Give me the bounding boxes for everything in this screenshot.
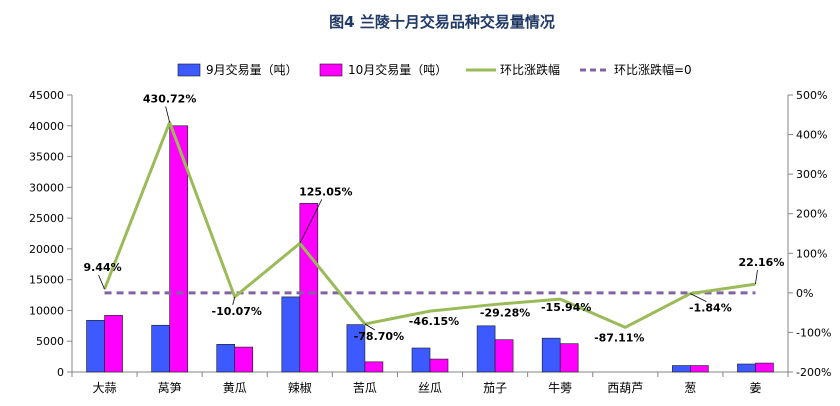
- legend-label: 环比涨跌幅=0: [614, 62, 692, 77]
- right-tick-label: 300%: [796, 168, 827, 181]
- data-label-leader: [232, 296, 236, 305]
- category-label: 葱: [684, 381, 696, 395]
- bars: [86, 125, 774, 373]
- left-tick-label: 25000: [29, 212, 64, 225]
- category-label: 黄瓜: [223, 381, 247, 395]
- right-tick-label: 500%: [796, 89, 827, 102]
- category-label: 莴笋: [158, 380, 182, 395]
- bar: [429, 358, 449, 373]
- category-labels: 大蒜 莴笋 黄瓜 辣椒 苦瓜 丝瓜 茄子 牛蒡 西葫芦 葱 姜: [71, 372, 789, 395]
- data-label-leader: [98, 274, 105, 290]
- data-label: 430.72%: [143, 92, 196, 105]
- bar: [86, 319, 105, 373]
- left-tick-label: 35000: [29, 151, 64, 164]
- bar: [476, 325, 496, 373]
- bar: [346, 324, 366, 373]
- data-label: -78.70%: [354, 330, 404, 343]
- left-tick-label: 5000: [36, 335, 64, 348]
- legend-label: 10月交易量（吨）: [348, 62, 447, 77]
- bar: [104, 315, 123, 373]
- bar: [494, 339, 514, 373]
- legend-label: 9月交易量（吨）: [206, 62, 298, 77]
- left-tick-label: 40000: [29, 120, 64, 133]
- data-label: -10.07%: [212, 305, 262, 318]
- data-label-leader: [364, 323, 376, 331]
- right-tick-label: -100%: [796, 326, 831, 339]
- category-label: 西葫芦: [607, 381, 643, 395]
- right-tick-label: 0%: [796, 287, 813, 300]
- lines: [103, 120, 756, 329]
- right-tick-label: 100%: [796, 247, 827, 260]
- data-label: -46.15%: [409, 315, 459, 328]
- category-label: 丝瓜: [418, 381, 442, 395]
- bar: [541, 337, 561, 373]
- left-tick-label: 20000: [29, 243, 64, 256]
- right-axis: -200% -100% 0% 100% 200% 300% 400% 500%: [787, 89, 831, 379]
- bar: [216, 343, 236, 373]
- bar: [672, 365, 691, 373]
- chart-title: 图4 兰陵十月交易品种交易量情况: [329, 13, 555, 31]
- data-labels: 9.44% 430.72% -10.07% 125.05% -78.70% -46.15%…: [83, 92, 784, 344]
- change-line: [103, 120, 756, 329]
- bar: [411, 347, 431, 373]
- data-label-leader: [299, 199, 323, 244]
- data-label-leader: [690, 293, 707, 302]
- left-tick-label: 45000: [29, 89, 64, 102]
- data-label: -15.94%: [541, 301, 591, 314]
- data-label: 22.16%: [739, 256, 785, 269]
- legend: 9月交易量（吨） 10月交易量（吨） 环比涨跌幅 环比涨跌幅=0: [177, 62, 692, 77]
- legend-label: 环比涨跌幅: [500, 62, 560, 77]
- data-label: -87.11%: [594, 331, 644, 344]
- data-label: -1.84%: [689, 302, 732, 315]
- data-label: 125.05%: [299, 185, 352, 198]
- left-tick-label: 10000: [29, 304, 64, 317]
- bar: [299, 203, 319, 373]
- category-label: 茄子: [483, 381, 507, 395]
- category-label: 苦瓜: [353, 381, 377, 395]
- legend-swatch: [177, 63, 201, 77]
- bar: [234, 346, 254, 373]
- left-tick-label: 30000: [29, 181, 64, 194]
- category-label: 牛蒡: [548, 380, 572, 395]
- right-tick-label: -200%: [796, 366, 831, 379]
- data-label-leader: [755, 270, 758, 285]
- category-label: 大蒜: [93, 381, 117, 395]
- bar: [364, 361, 384, 373]
- bar: [755, 362, 774, 373]
- right-tick-label: 200%: [796, 208, 827, 221]
- left-tick-label: 15000: [29, 274, 64, 287]
- legend-swatch: [319, 63, 343, 77]
- data-label: 9.44%: [83, 261, 121, 274]
- bar: [559, 343, 579, 373]
- bar: [151, 324, 170, 373]
- left-axis: 0 5000 10000 15000 20000 25000 30000 35000 40000…: [29, 89, 788, 379]
- right-tick-label: 400%: [796, 129, 827, 142]
- data-label-leader: [165, 106, 171, 123]
- data-label: -29.28%: [480, 306, 530, 319]
- bar: [690, 365, 709, 373]
- bar: [169, 125, 188, 373]
- category-label: 姜: [749, 381, 761, 395]
- left-tick-label: 0: [57, 366, 64, 379]
- category-label: 辣椒: [288, 381, 312, 395]
- bar: [737, 363, 756, 373]
- bar: [281, 296, 301, 373]
